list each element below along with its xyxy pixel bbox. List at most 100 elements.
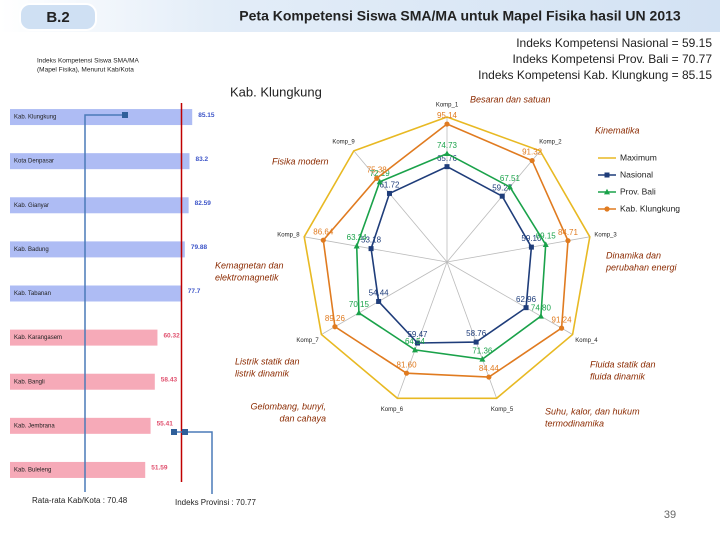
axis-label: Komp_9 <box>332 139 355 145</box>
data-label: 59.47 <box>407 330 428 339</box>
radar-title: Kab. Klungkung <box>230 84 322 99</box>
axis-label: Komp_3 <box>594 232 617 238</box>
category-label: Kota Denpasar <box>14 159 54 165</box>
spoke <box>304 236 448 263</box>
marker <box>444 164 450 170</box>
legend-label: Kab. Klungkung <box>620 203 680 213</box>
legend-label: Prov. Bali <box>620 186 656 196</box>
data-label: 58.76 <box>466 329 487 338</box>
topic-annotation: Besaran dan satuan <box>470 94 551 104</box>
bar <box>10 109 193 126</box>
series-line <box>370 165 533 344</box>
data-label: 69.15 <box>536 232 557 241</box>
data-label: 53.18 <box>361 236 382 245</box>
category-label: Kab. Jembrana <box>14 423 55 429</box>
topic-annotation: fluida dinamik <box>590 371 646 381</box>
category-label: Kab. Klungkung <box>14 115 56 121</box>
data-label: 74.80 <box>531 303 552 312</box>
axis-label: Komp_6 <box>381 407 404 413</box>
marker <box>473 339 479 345</box>
data-label: 74.73 <box>437 141 458 150</box>
value-label: 51.59 <box>151 465 168 472</box>
marker <box>368 246 374 252</box>
data-label: 64.54 <box>405 337 426 346</box>
category-label: Kab. Badung <box>14 247 49 253</box>
axis-label: Komp_8 <box>277 232 300 238</box>
data-label: 54.44 <box>369 289 390 298</box>
topic-annotation: Fisika modern <box>272 156 329 166</box>
bar <box>10 241 185 258</box>
callouts <box>84 112 213 494</box>
data-label: 75.38 <box>367 165 388 174</box>
marker <box>355 309 362 316</box>
value-label: 85.15 <box>198 112 215 119</box>
value-label: 60.32 <box>163 332 180 339</box>
topic-annotation: elektromagnetik <box>215 272 279 282</box>
marker <box>558 325 565 331</box>
topic-annotation: termodinamika <box>545 418 604 428</box>
data-label: 67.51 <box>500 174 521 183</box>
axis-label: Komp_4 <box>575 338 598 344</box>
data-label: 89.26 <box>325 314 346 323</box>
marker <box>411 346 418 353</box>
index-line: Indeks Kompetensi Prov. Bali = 70.77 <box>512 52 712 66</box>
topic-annotation: Kemagnetan dan <box>215 260 284 270</box>
data-label: 65.76 <box>437 154 458 163</box>
marker <box>444 121 450 127</box>
marker <box>386 190 392 196</box>
bar <box>10 197 189 214</box>
data-label: 59.27 <box>492 183 513 192</box>
topic-annotation: Dinamika dan <box>606 250 661 260</box>
topic-annotation: Suhu, kalor, dan hukum <box>545 406 640 416</box>
data-label: 81.60 <box>397 360 418 369</box>
legend-label: Maximum <box>620 152 657 162</box>
marker <box>374 175 380 181</box>
bar <box>10 153 190 170</box>
code-box <box>19 3 97 31</box>
axis-label: Komp_5 <box>491 407 514 413</box>
marker <box>332 324 338 330</box>
value-label: 77.7 <box>188 288 201 295</box>
topic-annotation: Listrik statik dan <box>235 356 300 366</box>
spoke <box>446 150 541 263</box>
topic-annotation: Fluida statik dan <box>590 359 656 369</box>
radar: Komp_1 Komp_2 Komp_3 Komp_4 Komp_5 Komp_6 Komp… <box>215 94 680 428</box>
bar-title: (Mapel Fisika), Menurut Kab/Kota <box>37 67 134 74</box>
series-line <box>355 152 547 361</box>
marker <box>403 370 410 376</box>
marker <box>353 242 360 249</box>
spoke <box>321 261 448 335</box>
value-label: 55.41 <box>157 421 174 428</box>
callout-dot <box>122 112 128 118</box>
category-label: Kab. Bangli <box>14 379 45 385</box>
bar-title: Indeks Kompetensi Siswa SMA/MA <box>37 58 140 65</box>
data-label: 84.44 <box>479 364 500 373</box>
data-label: 62.96 <box>516 295 537 304</box>
topic-annotation: listrik dinamik <box>235 368 290 378</box>
code: B.2 <box>46 9 69 26</box>
marker <box>444 150 450 157</box>
marker <box>529 157 535 164</box>
data-label: 63.24 <box>347 233 368 242</box>
spoke <box>446 261 573 335</box>
marker <box>479 356 486 362</box>
header-band <box>0 0 720 32</box>
marker <box>486 374 492 380</box>
category-label: Kab. Buleleng <box>14 468 51 474</box>
legend-marker <box>604 206 610 212</box>
category-label: Kab. Karangasem <box>14 335 62 341</box>
index-line: Indeks Kompetensi Nasional = 59.15 <box>516 36 712 50</box>
callout-arrow <box>174 431 213 494</box>
series-line <box>303 116 591 400</box>
marker <box>376 178 383 185</box>
page-number: 39 <box>664 509 676 521</box>
callout-dot <box>171 429 177 435</box>
axis-label: Komp_2 <box>539 139 562 145</box>
index-line: Indeks Kompetensi Kab. Klungkung = 85.15 <box>478 68 712 82</box>
data-label: 59.10 <box>521 234 542 243</box>
callout-arrow <box>84 114 125 492</box>
category-label: Kab. Tabanan <box>14 291 51 297</box>
bar <box>10 417 151 434</box>
data-label: 72.19 <box>370 169 391 178</box>
